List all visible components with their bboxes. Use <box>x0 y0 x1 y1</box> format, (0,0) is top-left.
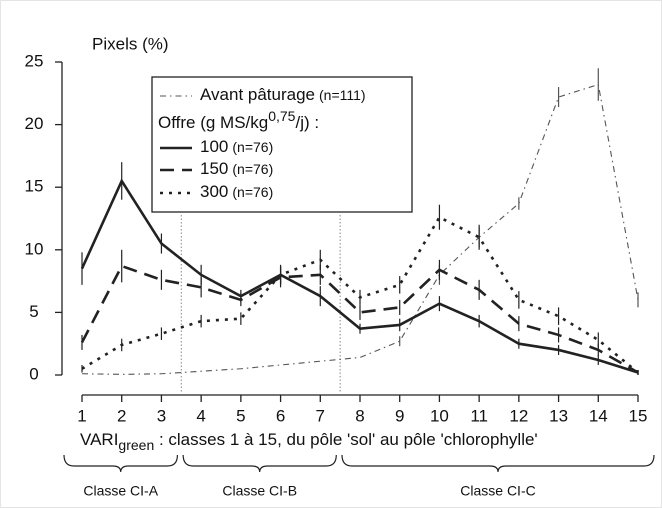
x-axis-label: VARIgreen : classes 1 à 15, du pôle 'sol… <box>80 430 538 452</box>
y-tick-label: 10 <box>25 239 44 258</box>
x-tick-label: 12 <box>509 406 528 425</box>
x-label-main: VARI <box>80 430 118 449</box>
y-axis-label: Pixels (%) <box>92 34 169 53</box>
legend-name: 100 <box>200 137 228 156</box>
x-tick-label: 14 <box>589 406 608 425</box>
legend-n: (n=111) <box>319 87 366 103</box>
legend-group-rest: /j) : <box>295 113 319 132</box>
x-label-rest: : classes 1 à 15, du pôle 'sol' au pôle … <box>154 430 537 449</box>
legend-entry: 150 (n=76) <box>200 159 273 178</box>
x-tick-label: 9 <box>395 406 404 425</box>
x-tick-label: 10 <box>430 406 449 425</box>
legend-n: (n=76) <box>232 161 273 177</box>
x-tick-label: 8 <box>355 406 364 425</box>
x-tick-label: 3 <box>157 406 166 425</box>
series-line <box>80 264 639 374</box>
legend-group-title: Offre (g MS/kg0,75/j) : <box>158 108 319 133</box>
legend-name: 150 <box>200 159 228 178</box>
legend-entry: 100 (n=76) <box>200 137 273 156</box>
class-brace <box>341 454 655 473</box>
class-label: Classe CI-A <box>83 483 158 499</box>
legend-n: (n=76) <box>232 139 273 155</box>
x-tick-label: 13 <box>549 406 568 425</box>
x-tick-label: 5 <box>236 406 245 425</box>
legend-entry: 300 (n=76) <box>200 182 273 201</box>
y-tick-label: 15 <box>25 177 44 196</box>
legend-name: Avant pâturage <box>200 85 315 104</box>
legend-entry: Avant pâturage (n=111) <box>200 85 366 104</box>
class-label: Classe CI-C <box>460 483 535 499</box>
legend-n: (n=76) <box>232 184 273 200</box>
x-tick-label: 1 <box>77 406 86 425</box>
x-tick-label: 7 <box>316 406 325 425</box>
legend-group-sup: 0,75 <box>268 108 295 124</box>
x-tick-label: 2 <box>117 406 126 425</box>
class-brace <box>182 454 337 473</box>
y-tick-label: 5 <box>29 302 38 321</box>
legend-box <box>151 76 413 213</box>
x-tick-label: 11 <box>470 406 488 425</box>
legend-name: 300 <box>200 182 228 201</box>
y-tick-label: 25 <box>25 51 44 70</box>
class-label: Classe CI-B <box>222 483 297 499</box>
x-tick-label: 4 <box>196 406 205 425</box>
class-brace <box>63 454 179 473</box>
x-tick-label: 6 <box>276 406 285 425</box>
x-tick-label: 15 <box>629 406 648 425</box>
y-tick-label: 0 <box>29 364 38 383</box>
x-label-sub: green <box>118 437 154 453</box>
y-tick-label: 20 <box>25 114 44 133</box>
legend-group-main: Offre (g MS/kg <box>158 113 268 132</box>
